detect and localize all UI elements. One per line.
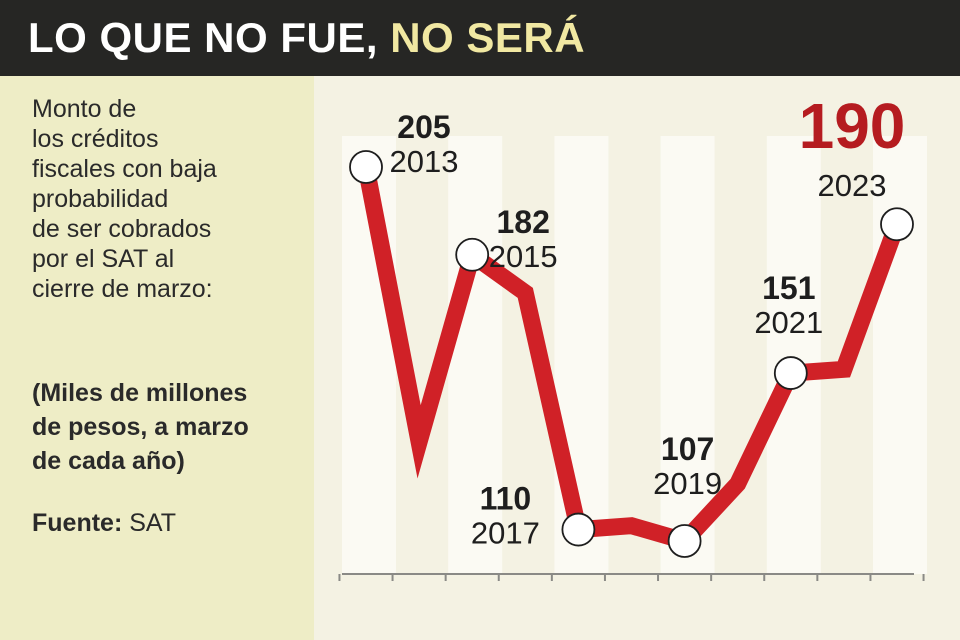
description-line: de ser cobrados — [32, 215, 212, 243]
units-line: (Miles de millones — [32, 379, 248, 407]
column-bands — [342, 136, 927, 574]
description-line: cierre de marzo: — [32, 275, 213, 303]
data-year-label: 2015 — [489, 239, 558, 274]
data-point-marker — [561, 512, 596, 547]
title-part-2: NO SERÁ — [390, 14, 586, 61]
description-line: los créditos — [32, 125, 159, 153]
header-bar: LO QUE NO FUE, NO SERÁ — [0, 0, 960, 76]
data-point-marker — [667, 524, 702, 558]
data-point-marker — [773, 356, 808, 390]
description-line: fiscales con baja — [32, 155, 217, 183]
units-line: de pesos, a marzo — [32, 413, 249, 441]
series-line-path — [357, 165, 905, 551]
data-year-label: 2023 — [818, 168, 887, 203]
data-year-label: 2013 — [390, 144, 459, 179]
source-note: Fuente: SAT — [32, 508, 176, 538]
data-year-label: 2021 — [754, 305, 823, 340]
description-line: Monto de — [32, 95, 137, 123]
data-point-marker — [880, 207, 914, 242]
column-band — [660, 136, 715, 574]
title-part-1: LO QUE NO FUE, — [28, 14, 379, 61]
data-value-label: 182 — [497, 204, 550, 240]
source-value: SAT — [129, 509, 176, 537]
data-points — [349, 150, 914, 558]
column-band — [448, 136, 503, 574]
sidebar-panel — [0, 76, 314, 640]
x-axis — [338, 573, 925, 581]
source-label: Fuente: — [32, 509, 123, 537]
data-value-label: 107 — [661, 431, 714, 467]
data-point-marker — [349, 150, 383, 184]
data-value-label: 205 — [397, 109, 450, 145]
data-point-marker — [455, 237, 490, 272]
description-line: por el SAT al — [32, 245, 175, 273]
units-note: (Miles de millones de pesos, a marzo de … — [32, 376, 312, 478]
series-line — [357, 165, 905, 551]
data-value-label: 110 — [480, 481, 532, 517]
description-line: probabilidad — [32, 185, 169, 213]
data-value-label: 151 — [762, 270, 815, 306]
data-value-label: 190 — [799, 90, 906, 162]
data-year-label: 2019 — [653, 466, 722, 501]
column-band — [766, 136, 821, 574]
units-line: de cada año) — [32, 447, 185, 475]
chart-title: LO QUE NO FUE, NO SERÁ — [28, 14, 585, 62]
chart-description: Monto de los créditos fiscales con baja … — [32, 94, 312, 304]
data-year-label: 2017 — [471, 516, 540, 551]
